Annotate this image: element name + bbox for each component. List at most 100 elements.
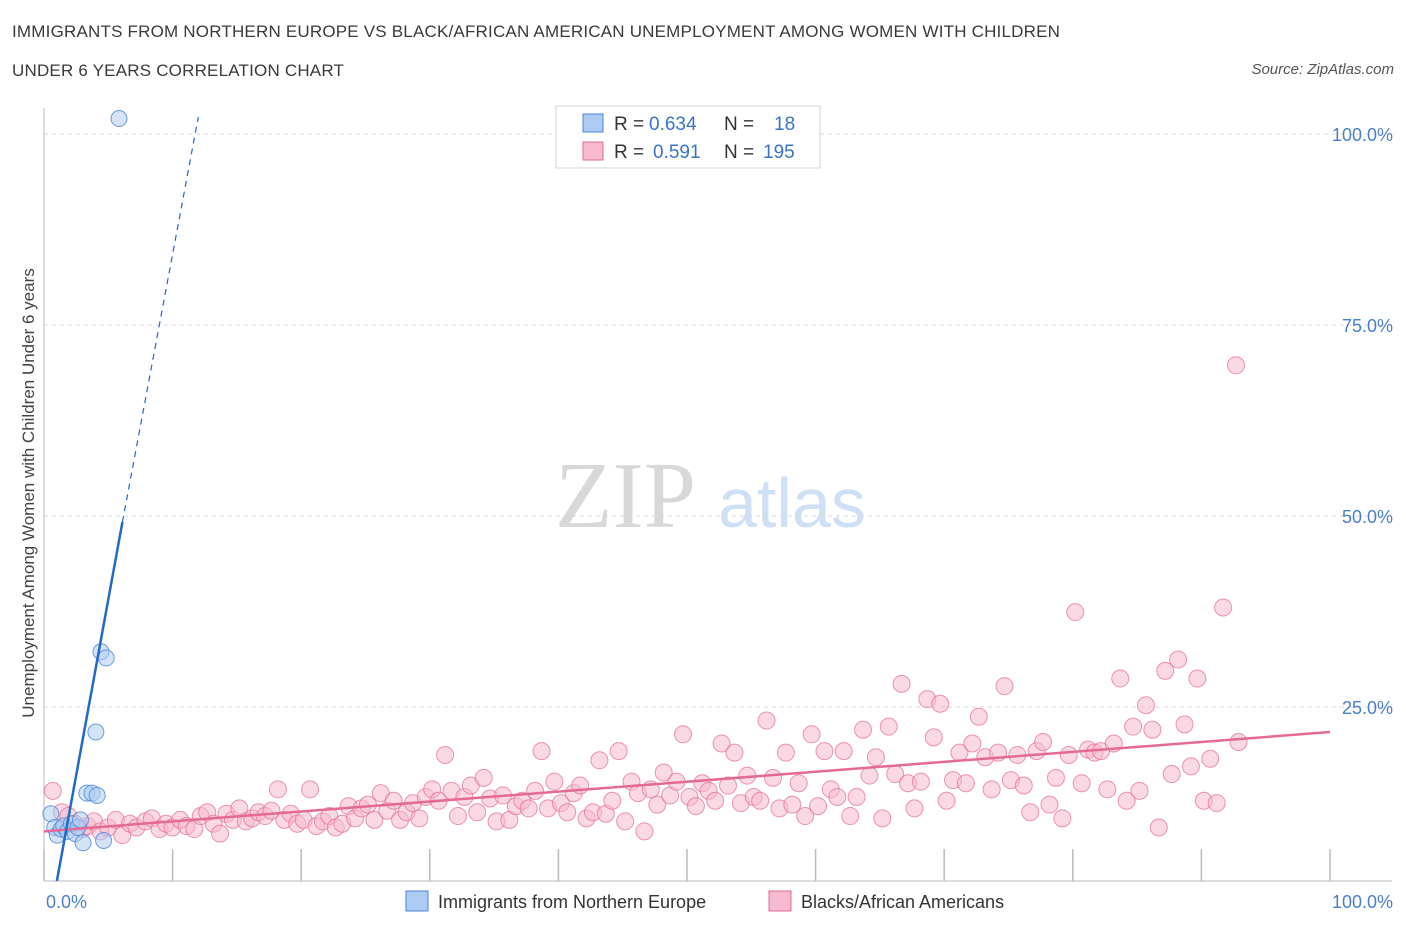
tick-labels: 100.0% 75.0% 50.0% 25.0% 0.0% 100.0% [46, 125, 1393, 912]
chart-title-line2: UNDER 6 YEARS CORRELATION CHART [12, 61, 345, 80]
blue-point-14 [88, 786, 106, 804]
pink-point-72 [519, 799, 538, 818]
pink-point-150 [1021, 803, 1040, 822]
series-blacks-points [43, 356, 1248, 845]
pink-point-178 [1201, 749, 1220, 768]
pink-point-164 [1111, 669, 1130, 688]
trend-line-immigrants-extension [121, 116, 199, 523]
pink-point-175 [1181, 757, 1200, 776]
source-label: Source: ZipAtlas.com [1251, 61, 1394, 78]
pink-point-90 [635, 822, 654, 841]
pink-point-86 [609, 742, 628, 761]
legend-n-value-2: 195 [763, 142, 795, 163]
pink-point-114 [789, 774, 808, 793]
trend-lines [43, 116, 1331, 882]
pink-point-158 [1072, 774, 1091, 793]
pink-point-142 [969, 707, 988, 726]
pink-point-154 [1046, 768, 1065, 787]
chart-title-line1: IMMIGRANTS FROM NORTHERN EUROPE VS BLACK… [12, 22, 1061, 41]
axes [43, 108, 1392, 882]
pink-point-124 [854, 720, 873, 739]
pink-point-122 [841, 807, 860, 826]
pink-point-167 [1130, 781, 1149, 800]
pink-point-112 [776, 743, 795, 762]
grid-lines [44, 133, 1392, 708]
pink-point-127 [873, 809, 892, 828]
pink-point-170 [1149, 818, 1168, 837]
pink-point-135 [924, 728, 943, 747]
pink-point-121 [834, 742, 853, 761]
pink-point-98 [686, 797, 705, 816]
pink-point-146 [995, 677, 1014, 696]
pink-point-172 [1162, 765, 1181, 784]
pink-point-104 [725, 743, 744, 762]
pink-point-181 [1226, 356, 1245, 375]
pink-point-117 [809, 797, 828, 816]
blue-point-9 [71, 811, 89, 829]
pink-point-93 [654, 763, 673, 782]
legend-n-value-1: 18 [774, 114, 795, 135]
pink-point-120 [828, 787, 847, 806]
blue-point-13 [87, 723, 105, 741]
pink-point-137 [937, 791, 956, 810]
pink-point-168 [1136, 696, 1155, 715]
stats-legend: R = 0.634 N = 18 R = 0.591 N = 195 [555, 105, 821, 169]
legend-r-label-1: R = [614, 114, 644, 135]
trend-line-blacks [43, 730, 1331, 833]
pink-point-87 [616, 812, 635, 831]
pink-point-55 [410, 809, 429, 828]
x-tick-label-1: 100.0% [1332, 892, 1393, 912]
pink-point-152 [1034, 732, 1053, 751]
pink-point-156 [1059, 745, 1078, 764]
pink-point-24 [211, 824, 230, 843]
pink-point-125 [860, 766, 879, 785]
pink-point-149 [1014, 776, 1033, 795]
pink-point-171 [1156, 661, 1175, 680]
pink-point-0 [43, 781, 62, 800]
y-axis-label: Unemployment Among Women with Children U… [19, 268, 38, 717]
pink-point-64 [468, 803, 487, 822]
pink-point-140 [956, 774, 975, 793]
bottom-legend-swatch-pink [768, 890, 792, 912]
legend-swatch-blue [582, 113, 604, 133]
y-tick-label-0: 100.0% [1332, 125, 1393, 145]
pink-point-166 [1124, 717, 1143, 736]
pink-point-78 [558, 803, 577, 822]
pink-point-123 [847, 787, 866, 806]
pink-point-73 [526, 781, 545, 800]
trend-line-immigrants [55, 521, 124, 882]
pink-point-59 [436, 745, 455, 764]
pink-point-179 [1207, 794, 1226, 813]
pink-point-173 [1169, 650, 1188, 669]
bottom-legend-label-immigrants: Immigrants from Northern Europe [438, 892, 706, 912]
x-tick-label-0: 0.0% [46, 892, 87, 912]
legend-r-label-2: R = [614, 142, 644, 163]
pink-point-169 [1143, 720, 1162, 739]
pink-point-141 [963, 734, 982, 753]
pink-point-103 [719, 776, 738, 795]
pink-point-101 [706, 791, 725, 810]
pink-point-102 [712, 734, 731, 753]
pink-point-128 [879, 717, 898, 736]
y-tick-label-3: 25.0% [1342, 698, 1393, 718]
y-tick-label-2: 50.0% [1342, 507, 1393, 527]
pink-point-132 [905, 799, 924, 818]
blue-point-17 [97, 649, 115, 667]
pink-point-155 [1053, 809, 1072, 828]
pink-point-165 [1117, 791, 1136, 810]
pink-point-65 [474, 768, 493, 787]
watermark-atlas: atlas [718, 464, 866, 542]
pink-point-38 [301, 780, 320, 799]
pink-point-83 [590, 751, 609, 770]
pink-point-108 [751, 791, 770, 810]
pink-point-96 [673, 725, 692, 744]
blue-point-10 [74, 834, 92, 852]
pink-point-48 [365, 810, 384, 829]
pink-point-180 [1214, 598, 1233, 617]
pink-point-85 [603, 791, 622, 810]
pink-point-130 [892, 674, 911, 693]
pink-point-109 [757, 711, 776, 730]
y-tick-label-1: 75.0% [1342, 316, 1393, 336]
blue-point-18 [110, 110, 128, 128]
